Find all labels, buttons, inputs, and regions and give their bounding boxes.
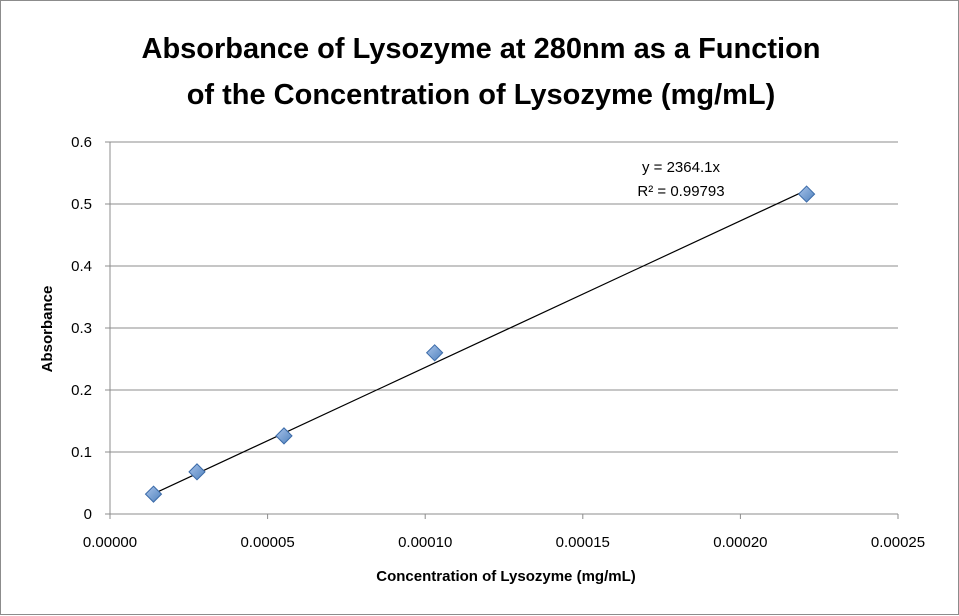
chart-title: Absorbance of Lysozyme at 280nm as a Fun…: [142, 33, 821, 111]
data-point-3: [425, 344, 444, 362]
chart-title-line-1: Absorbance of Lysozyme at 280nm as a Fun…: [142, 33, 821, 65]
trendline-r-squared-text: R² = 0.99793: [637, 183, 724, 200]
x-tick-label-0: 0.00000: [83, 534, 137, 551]
trendline-equation: y = 2364.1x R² = 0.99793: [637, 159, 724, 200]
axes: [105, 141, 899, 519]
y-axis-title: Absorbance: [39, 286, 56, 373]
y-tick-label-4: 0.4: [71, 258, 92, 275]
data-point-1: [188, 463, 206, 481]
data-point-0: [144, 485, 163, 503]
x-axis-title: Concentration of Lysozyme (mg/mL): [376, 568, 635, 585]
x-tick-label-2: 0.00010: [398, 534, 452, 551]
x-tick-label-4: 0.00020: [713, 534, 767, 551]
tick-labels: 0 0.1 0.2 0.3 0.4 0.5 0.6 0.00000 0.00005 0.00010…: [71, 134, 925, 551]
y-tick-label-2: 0.2: [71, 382, 92, 399]
y-tick-label-1: 0.1: [71, 444, 92, 461]
data-point-4: [797, 185, 816, 203]
y-tick-label-0: 0: [84, 506, 92, 523]
chart-title-line-2: of the Concentration of Lysozyme (mg/mL): [187, 79, 776, 111]
trendline: [153, 189, 807, 495]
data-point-2: [275, 427, 293, 445]
data-points: [144, 185, 816, 503]
y-tick-label-6: 0.6: [71, 134, 92, 151]
trendline-equation-text: y = 2364.1x: [642, 159, 720, 176]
y-tick-label-3: 0.3: [71, 320, 92, 337]
x-tick-label-1: 0.00005: [240, 534, 294, 551]
gridlines: [110, 141, 898, 453]
y-tick-label-5: 0.5: [71, 196, 92, 213]
trendline-layer: [153, 189, 807, 495]
x-tick-label-5: 0.00025: [871, 534, 925, 551]
x-tick-label-3: 0.00015: [556, 534, 610, 551]
